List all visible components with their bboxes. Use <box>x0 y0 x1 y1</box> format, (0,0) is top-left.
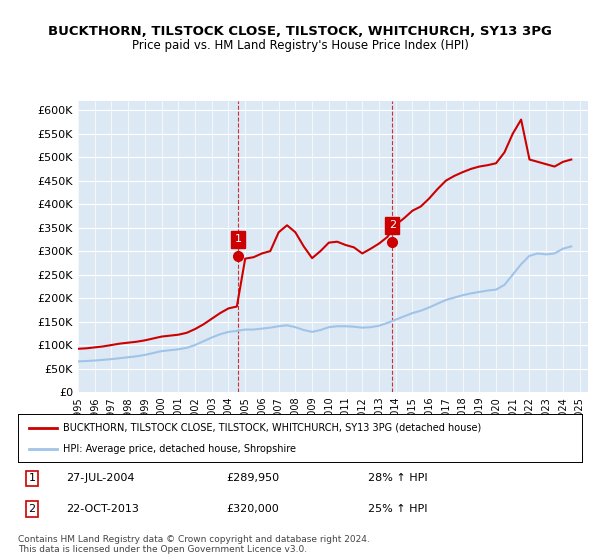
Text: 1: 1 <box>29 473 35 483</box>
Text: HPI: Average price, detached house, Shropshire: HPI: Average price, detached house, Shro… <box>63 444 296 454</box>
Text: BUCKTHORN, TILSTOCK CLOSE, TILSTOCK, WHITCHURCH, SY13 3PG: BUCKTHORN, TILSTOCK CLOSE, TILSTOCK, WHI… <box>48 25 552 38</box>
Text: 1: 1 <box>235 235 242 244</box>
Text: 28% ↑ HPI: 28% ↑ HPI <box>368 473 427 483</box>
Text: 27-JUL-2004: 27-JUL-2004 <box>66 473 134 483</box>
Text: Price paid vs. HM Land Registry's House Price Index (HPI): Price paid vs. HM Land Registry's House … <box>131 39 469 52</box>
Text: £320,000: £320,000 <box>227 504 280 514</box>
Text: 2: 2 <box>29 504 35 514</box>
Text: Contains HM Land Registry data © Crown copyright and database right 2024.
This d: Contains HM Land Registry data © Crown c… <box>18 535 370 554</box>
Text: £289,950: £289,950 <box>227 473 280 483</box>
Text: 2: 2 <box>389 220 396 230</box>
Text: BUCKTHORN, TILSTOCK CLOSE, TILSTOCK, WHITCHURCH, SY13 3PG (detached house): BUCKTHORN, TILSTOCK CLOSE, TILSTOCK, WHI… <box>63 423 481 433</box>
Text: 22-OCT-2013: 22-OCT-2013 <box>66 504 139 514</box>
Text: 25% ↑ HPI: 25% ↑ HPI <box>368 504 427 514</box>
